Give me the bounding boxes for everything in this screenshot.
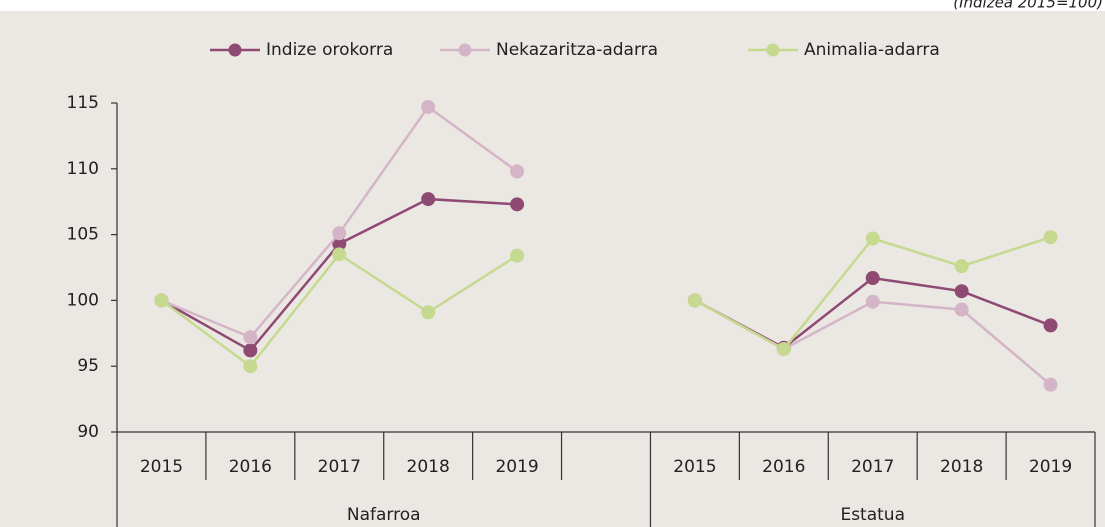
data-point (332, 236, 347, 251)
y-tick-label: 90 (77, 422, 99, 442)
data-point (421, 192, 436, 207)
legend-label: Nekazaritza-adarra (496, 40, 658, 60)
x-tick-label: 2017 (851, 457, 894, 477)
data-point (510, 248, 525, 263)
data-point (865, 231, 880, 246)
data-point (865, 294, 880, 309)
data-point (687, 293, 702, 308)
x-tick-label: 2016 (229, 457, 272, 477)
y-tick-label: 115 (67, 93, 99, 113)
x-tick-label: 2016 (762, 457, 805, 477)
data-point (865, 271, 880, 286)
data-point (1043, 318, 1058, 333)
x-tick-label: 2015 (140, 457, 183, 477)
legend-label: Animalia-adarra (804, 40, 940, 60)
subtitle: (Indizea 2015=100) (953, 0, 1103, 12)
data-point (510, 197, 525, 212)
x-tick-label: 2018 (407, 457, 450, 477)
data-point (1043, 230, 1058, 245)
data-point (154, 293, 169, 308)
legend-label: Indize orokorra (266, 40, 393, 60)
x-tick-label: 2019 (1029, 457, 1072, 477)
y-tick-label: 105 (67, 225, 99, 245)
data-point (332, 247, 347, 262)
data-point (776, 342, 791, 357)
x-tick-label: 2015 (673, 457, 716, 477)
y-tick-label: 110 (67, 159, 99, 179)
data-point (332, 226, 347, 241)
data-point (954, 259, 969, 274)
data-point (243, 359, 258, 374)
x-tick-label: 2017 (318, 457, 361, 477)
data-point (421, 99, 436, 114)
x-tick-label: 2019 (495, 457, 538, 477)
y-tick-label: 95 (77, 356, 99, 376)
group-label: Estatua (840, 505, 905, 525)
y-tick-label: 100 (67, 290, 99, 310)
data-point (510, 164, 525, 179)
legend-marker (228, 43, 242, 57)
data-point (954, 284, 969, 299)
data-point (243, 343, 258, 358)
legend-marker (766, 43, 780, 57)
data-point (243, 330, 258, 345)
data-point (1043, 377, 1058, 392)
group-label: Nafarroa (347, 505, 421, 525)
legend-marker (458, 43, 472, 57)
panel (0, 11, 1105, 527)
data-point (421, 305, 436, 320)
data-point (954, 302, 969, 317)
x-tick-label: 2018 (940, 457, 983, 477)
